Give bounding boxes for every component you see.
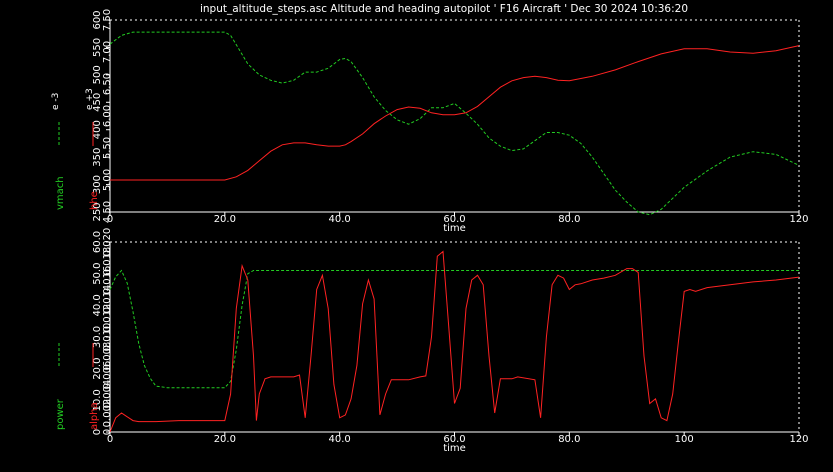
top-x-tick-label: 120 bbox=[789, 214, 808, 225]
top-right-series-name: hhe bbox=[89, 191, 100, 210]
bottom-right-tick-label: 0 bbox=[102, 429, 113, 435]
bottom-x-tick-label: 100 bbox=[675, 434, 694, 445]
bottom-x-tick-label: 20.0 bbox=[214, 434, 236, 445]
top-left-multiplier: e -3 bbox=[51, 93, 61, 110]
top-left-tick-label: 600 bbox=[92, 10, 103, 29]
bottom-right-tick-label: 0.002 bbox=[102, 399, 113, 428]
top-right-tick-label: 5.50 bbox=[102, 137, 113, 159]
top-right-multiplier: e +3 bbox=[85, 88, 95, 110]
bottom-left-series-name: power bbox=[55, 398, 66, 430]
bottom-right-tick-label: 0.012 bbox=[102, 304, 113, 333]
top-right-tick-label: 6.00 bbox=[102, 105, 113, 127]
bottom-series-power bbox=[109, 269, 799, 389]
bottom-x-tick-label: 0 bbox=[107, 434, 113, 445]
top-series-hhe bbox=[110, 45, 800, 181]
bottom-x-tick-label: 120 bbox=[789, 434, 808, 445]
bottom-left-tick-label: 50.0 bbox=[92, 263, 103, 285]
bottom-chart-panel: 0 20.0 40.0 60.0 80.0 100 120 time 0 10.0 20.0 30.0… bbox=[55, 228, 809, 454]
bottom-right-tick-label: 0.008 bbox=[102, 342, 113, 371]
top-x-tick-label: 40.0 bbox=[329, 214, 351, 225]
bottom-left-tick-label: 60.0 bbox=[92, 231, 103, 253]
bottom-x-tick-label: 60.0 bbox=[443, 434, 465, 445]
bottom-right-tick-label: 0.010 bbox=[102, 323, 113, 352]
bottom-left-tick-label: 0 bbox=[92, 429, 103, 435]
top-x-tick-label: 0 bbox=[107, 214, 113, 225]
bottom-left-tick-label: 10.0 bbox=[92, 389, 103, 411]
top-right-tick-label: 4.50 bbox=[102, 201, 113, 223]
bottom-left-tick-label: 40.0 bbox=[92, 294, 103, 316]
bottom-left-tick-label: 20.0 bbox=[92, 358, 103, 380]
bottom-right-tick-label: 0.014 bbox=[102, 285, 113, 314]
top-left-tick-label: 250 bbox=[92, 202, 103, 221]
bottom-right-tick-label: 0.006 bbox=[102, 361, 113, 390]
top-left-tick-label: 500 bbox=[92, 65, 103, 84]
top-right-tick-label: 7.50 bbox=[102, 9, 113, 31]
top-left-tick-label: 550 bbox=[92, 38, 103, 57]
top-x-tick-label: 80.0 bbox=[558, 214, 580, 225]
bottom-right-tick-label: 0.018 bbox=[102, 247, 113, 276]
top-right-tick-label: 6.50 bbox=[102, 73, 113, 95]
top-left-tick-label: 400 bbox=[92, 120, 103, 139]
bottom-series-alpha bbox=[109, 250, 800, 433]
top-x-axis-title: time bbox=[443, 223, 466, 234]
top-left-tick-label: 450 bbox=[92, 93, 103, 112]
top-x-tick-label: 60.0 bbox=[443, 214, 465, 225]
top-left-tick-label: 300 bbox=[92, 175, 103, 194]
bottom-left-tick-label: 30.0 bbox=[92, 326, 103, 348]
top-chart-panel: 0 20.0 40.0 60.0 80.0 120 time 250 300 350 400 450 5… bbox=[51, 9, 809, 234]
top-right-tick-label: 7.00 bbox=[102, 41, 113, 63]
top-left-series-name: vmach bbox=[55, 176, 66, 210]
chart-title: input_altitude_steps.asc Altitude and he… bbox=[200, 3, 688, 15]
bottom-x-tick-label: 80.0 bbox=[558, 434, 580, 445]
top-left-tick-label: 350 bbox=[92, 148, 103, 167]
top-series-vmach bbox=[109, 31, 800, 216]
bottom-right-tick-label: 0.020 bbox=[102, 228, 113, 257]
top-right-tick-label: 5.00 bbox=[102, 169, 113, 191]
bottom-right-tick-label: 0.016 bbox=[102, 266, 113, 295]
bottom-right-tick-label: 0.004 bbox=[102, 380, 113, 409]
top-x-tick-label: 20.0 bbox=[214, 214, 236, 225]
bottom-x-axis-title: time bbox=[443, 443, 466, 454]
bottom-x-tick-label: 40.0 bbox=[329, 434, 351, 445]
bottom-right-series-name: alpha bbox=[89, 402, 100, 430]
